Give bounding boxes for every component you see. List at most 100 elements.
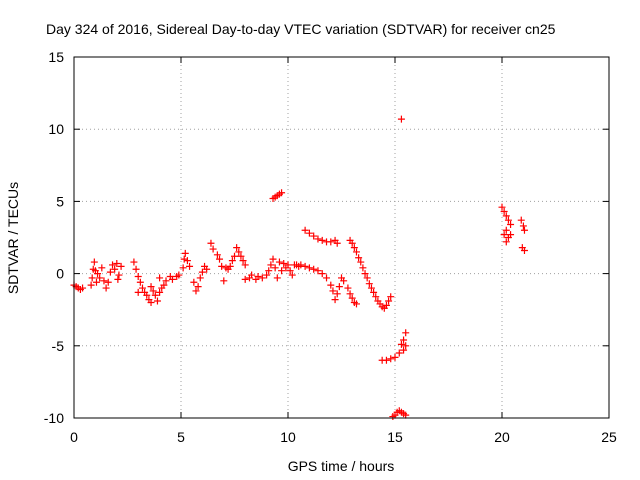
data-point [382,301,390,309]
series-seg-15h [378,115,410,421]
grid-lines [74,57,609,418]
data-point [196,274,204,282]
data-point [318,270,326,278]
data-point [254,272,262,280]
data-point [94,270,102,278]
data-point [153,297,161,305]
data-point [335,283,343,291]
data-point [237,252,245,260]
data-point [213,251,221,259]
data-point [305,264,313,272]
data-point [265,267,273,275]
data-point [288,271,296,279]
data-point [329,287,337,295]
data-point [220,277,228,285]
data-point [357,258,365,266]
data-point [278,267,286,275]
data-point [180,255,188,263]
data-point [502,238,510,246]
data-point [98,264,106,272]
data-point [301,226,309,234]
data-point [248,271,256,279]
data-point [239,257,247,265]
data-point [100,277,108,285]
data-point [400,336,408,344]
data-point [284,261,292,269]
data-point [207,239,215,247]
x-tick-label: 25 [601,429,617,445]
data-point [402,342,410,350]
data-point [87,281,95,289]
data-point [500,231,508,239]
data-point [372,293,380,301]
data-point [387,293,395,301]
series-seg-dive-13-15 [346,236,395,312]
data-point [90,258,98,266]
data-point [175,271,183,279]
data-point [156,288,164,296]
data-point [102,284,110,292]
data-point [400,346,408,354]
data-point [233,244,241,252]
x-tick-label: 20 [494,429,510,445]
data-point [271,264,279,272]
data-point [134,288,142,296]
data-point [216,255,224,263]
data-point [104,278,112,286]
series-seg-20-21h [498,203,528,254]
y-tick-label: -5 [52,338,65,354]
data-point [151,291,159,299]
series-seg-early [70,258,125,293]
data-point [385,297,393,305]
data-point [92,278,100,286]
data-point [109,261,117,269]
data-point [305,229,313,237]
y-tick-label: 0 [56,266,64,282]
data-point [498,203,506,211]
data-point [117,262,125,270]
data-point [314,235,322,243]
data-point [382,356,390,364]
data-point [235,248,243,256]
data-point [111,265,119,273]
data-point [314,267,322,275]
data-point [520,246,528,254]
data-point [507,231,515,239]
series-seg-10-12h [297,261,360,308]
data-point [278,189,286,197]
data-point [402,329,410,337]
series-seg-3-4h [130,249,211,306]
data-point [297,261,305,269]
data-point [241,275,249,283]
data-point [162,277,170,285]
data-point [147,283,155,291]
x-tick-label: 5 [177,429,185,445]
data-point [365,280,373,288]
data-points [70,115,528,421]
data-point [346,290,354,298]
data-point [79,284,87,292]
data-point [507,221,515,229]
data-point [352,300,360,308]
data-point [149,287,157,295]
data-point [352,248,360,256]
data-point [147,298,155,306]
data-point [327,281,335,289]
series-seg-spike-9.5 [269,189,286,203]
data-point [143,291,151,299]
y-axis-label: SDTVAR / TECUs [5,182,21,294]
data-point [519,222,527,230]
data-point [361,270,369,278]
data-point [130,258,138,266]
data-point [190,278,198,286]
data-point [228,257,236,265]
y-tick-label: 5 [56,193,64,209]
chart-title: Day 324 of 2016, Sidereal Day-to-day VTE… [46,21,556,37]
x-tick-label: 15 [387,429,403,445]
y-tick-label: -10 [44,410,64,426]
data-point [333,290,341,298]
data-point [132,265,140,273]
data-point [340,277,348,285]
data-point [263,271,271,279]
